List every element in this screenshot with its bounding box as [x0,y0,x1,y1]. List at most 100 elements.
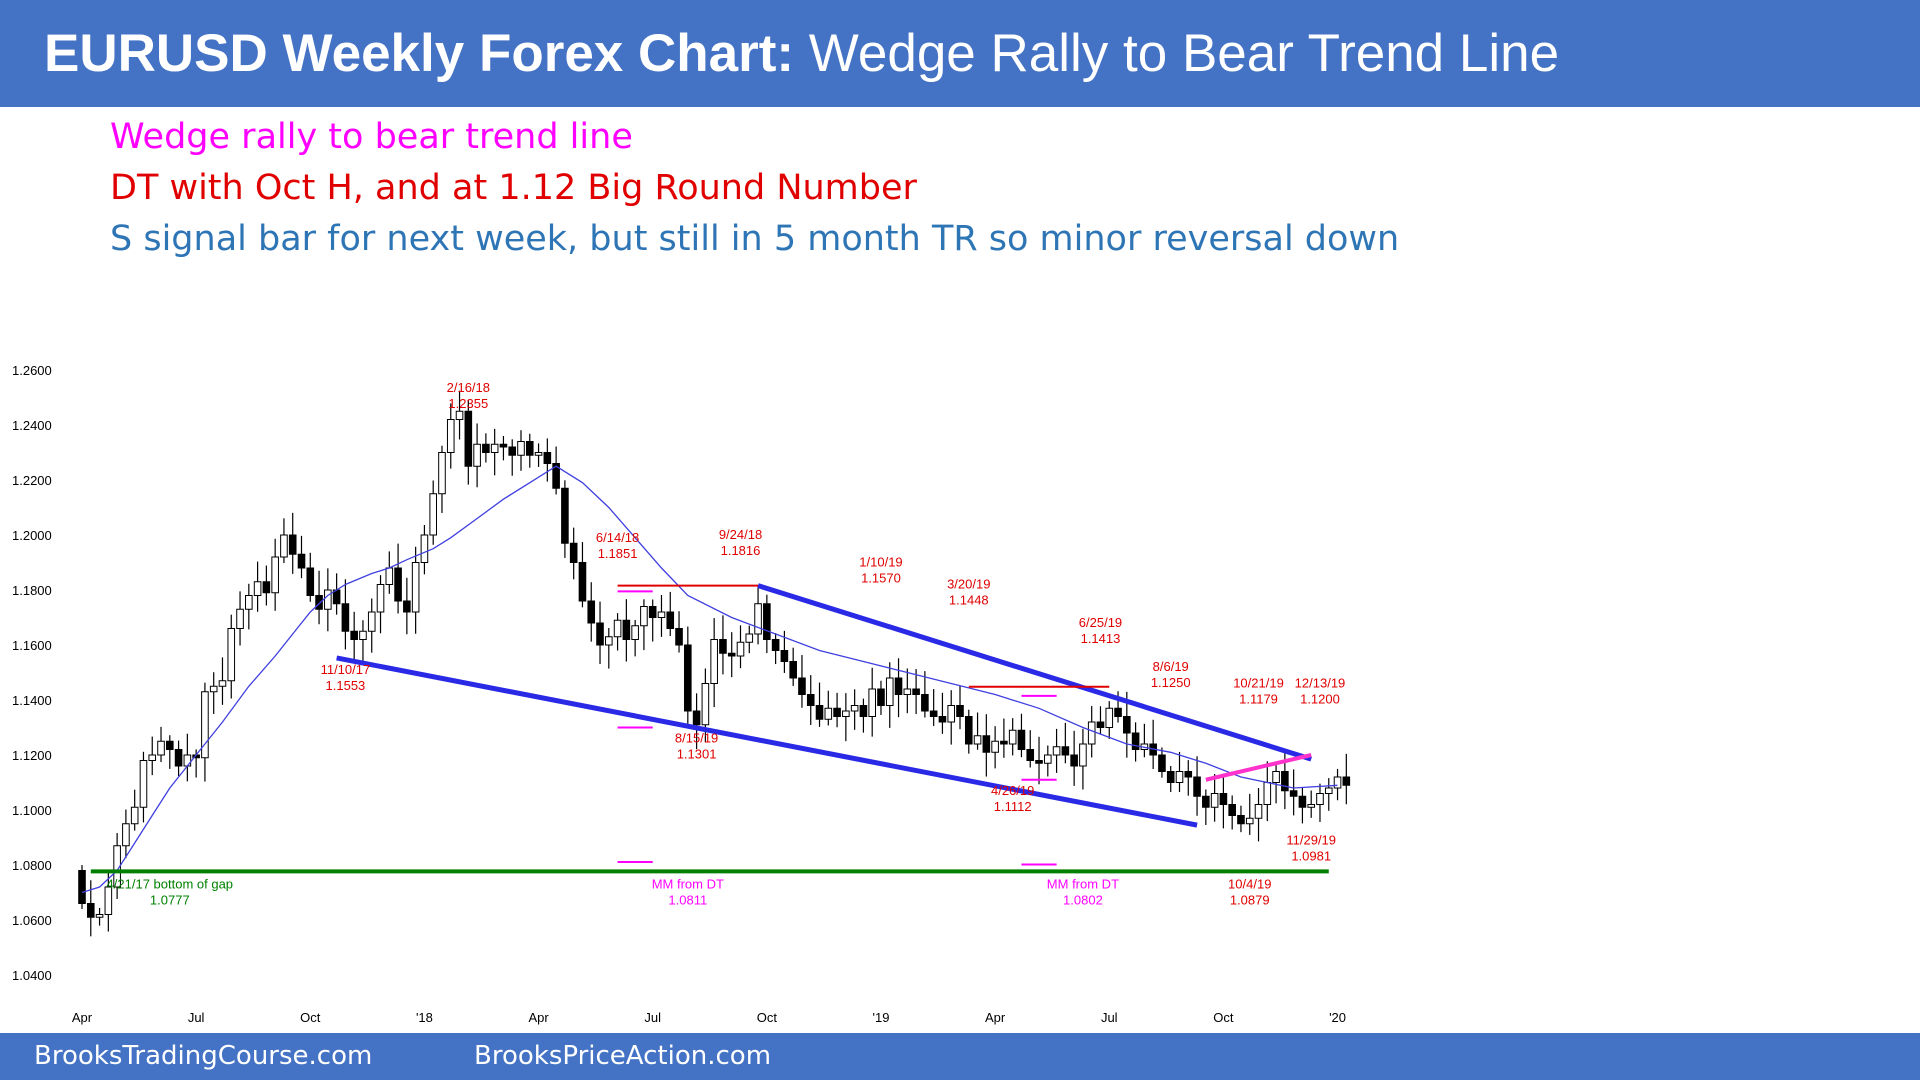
bull-candle [218,680,227,687]
x-tick-label: Apr [985,1010,1006,1025]
annotation-line: 1.1448 [949,593,989,608]
bull-candle [1333,776,1342,789]
bull-candle [842,710,850,717]
bear-candle [771,639,780,651]
annotation-line: 2/16/18 [447,380,490,395]
note-signal-bar: S signal bar for next week, but still in… [110,219,1400,259]
bear-candle [727,652,736,657]
annotation-line: 12/13/19 [1295,676,1346,691]
bear-candle [288,534,297,555]
chart-title-rest: Wedge Rally to Bear Trend Line [808,24,1560,83]
bull-candle [385,567,394,585]
bull-candle [885,677,894,706]
chart-title: EURUSD Weekly Forex Chart: Wedge Rally t… [44,23,1559,84]
bull-candle [868,688,877,717]
x-tick-label: Jul [644,1010,661,1025]
y-tick-label: 1.1200 [12,748,52,763]
bull-candle [701,683,710,726]
x-tick-label: Jul [188,1010,205,1025]
annotation-line: 4/21/17 bottom of gap [107,876,233,891]
bear-candle [859,705,868,717]
price-annotation: 8/15/19 1.1301 [675,731,718,762]
price-annotation: 9/24/18 1.1816 [719,527,762,558]
x-tick-label: Apr [528,1010,549,1025]
note-wedge-rally: Wedge rally to bear trend line [110,117,633,157]
annotation-line: MM from DT [1047,876,1119,891]
x-tick-label: '20 [1329,1010,1346,1025]
y-tick-label: 1.1000 [12,803,52,818]
y-tick-label: 1.0400 [12,968,52,983]
bull-candle [517,441,525,456]
bear-candle [86,903,95,918]
bull-candle [1052,746,1061,756]
x-tick-label: Oct [757,1010,778,1025]
bear-candle [306,567,315,596]
annotation-line: 9/24/18 [719,527,762,542]
bear-candle [543,452,552,464]
annotation-line: 1.2355 [448,396,488,411]
annotation-line: 1.0879 [1230,892,1270,907]
annotation-line: 1.0802 [1063,892,1103,907]
annotation-line: 1.0981 [1291,848,1331,863]
bear-candle [894,677,903,695]
bear-candle [262,581,271,594]
bull-candle [438,452,446,495]
bull-candle [991,740,999,753]
bull-candle [1245,817,1254,825]
moving-average-line [81,465,1338,894]
bear-candle [1131,732,1140,750]
wedge-rally-line [1205,753,1312,782]
annotation-line: 11/29/19 [1286,832,1336,847]
bull-candle [367,611,376,632]
bull-candle [1044,754,1052,764]
bear-candle [1123,716,1131,734]
bull-candle [824,707,833,720]
bull-candle [1254,804,1263,819]
annotation-line: 1.0811 [668,892,707,907]
price-annotation: 11/29/19 1.0981 [1286,832,1336,863]
annotation-line: 1.1200 [1300,692,1340,707]
y-tick-label: 1.2400 [12,418,52,433]
bull-candle [245,595,253,610]
bear-candle [315,595,323,610]
bear-candle [666,611,675,629]
bear-candle [1000,740,1008,745]
x-tick-label: '19 [873,1010,890,1025]
bull-candle [376,584,385,613]
bull-candle [613,619,622,638]
bear-candle [1219,793,1228,805]
footer-site-left[interactable]: BrooksTradingCourse.com [34,1041,373,1071]
bull-candle [490,443,499,453]
bear-candle [1184,771,1193,778]
bull-candle [631,625,639,640]
bear-candle [780,650,789,662]
bull-candle [473,443,481,467]
bear-candle [587,600,596,624]
bear-candle [1193,776,1201,797]
annotation-line: 3/20/19 [947,577,990,592]
bull-candle [1008,729,1017,745]
bull-candle [253,581,262,596]
bull-candle [227,628,236,682]
bull-candle [95,914,104,918]
annotation-line: 1.1553 [326,678,366,693]
bull-candle [1263,782,1272,805]
footer-site-right[interactable]: BrooksPriceAction.com [474,1041,772,1071]
annotation-line: 10/21/19 [1233,676,1284,691]
bull-candle [947,705,956,723]
bull-candle [201,691,209,759]
bear-candle [1070,754,1078,767]
bear-candle [1061,746,1070,756]
bear-candle [622,619,631,640]
bear-candle [1114,707,1122,717]
bear-candle [1026,749,1035,761]
bull-candle [1316,793,1324,805]
bear-candle [877,688,885,706]
bull-candle [640,606,648,627]
price-annotation: MM from DT 1.0811 [652,876,724,907]
annotation-line: 1.0777 [150,892,190,907]
x-tick-label: '18 [416,1010,433,1025]
note-double-top: DT with Oct H, and at 1.12 Big Round Num… [110,168,917,208]
bear-candle [938,716,947,723]
bull-candle [736,641,745,657]
